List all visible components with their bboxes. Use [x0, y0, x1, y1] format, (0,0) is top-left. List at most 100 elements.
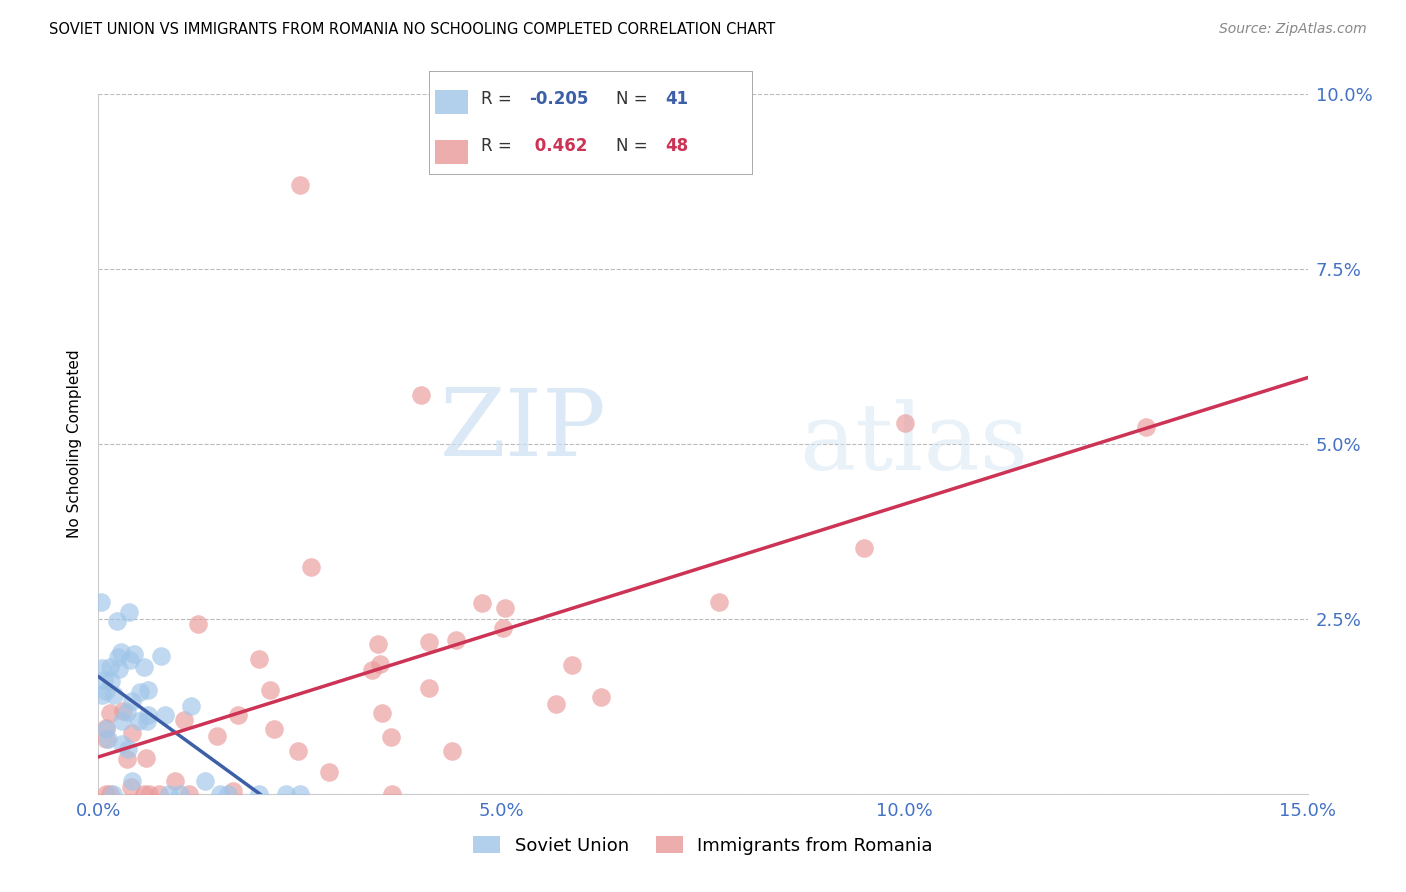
Point	[471, 596, 494, 610]
Point	[367, 637, 389, 651]
Text: R =: R =	[481, 137, 516, 155]
Point	[132, 787, 155, 801]
Point	[209, 787, 232, 801]
Point	[100, 674, 122, 689]
Point	[226, 708, 249, 723]
Point	[120, 653, 142, 667]
Point	[368, 657, 391, 672]
Point	[117, 605, 139, 619]
Point	[121, 694, 143, 708]
Point	[893, 416, 915, 430]
Point	[491, 621, 513, 635]
Point	[287, 744, 309, 758]
Point	[135, 751, 157, 765]
Text: N =: N =	[616, 90, 654, 108]
Point	[418, 681, 440, 695]
Text: SOVIET UNION VS IMMIGRANTS FROM ROMANIA NO SCHOOLING COMPLETED CORRELATION CHART: SOVIET UNION VS IMMIGRANTS FROM ROMANIA …	[49, 22, 776, 37]
Point	[101, 787, 124, 801]
Point	[105, 614, 128, 628]
Point	[180, 698, 202, 713]
Point	[117, 705, 139, 719]
Point	[96, 732, 118, 747]
Point	[121, 725, 143, 739]
Point	[96, 721, 118, 735]
Point	[121, 774, 143, 789]
Text: ZIP: ZIP	[440, 384, 606, 475]
Point	[97, 731, 120, 746]
Point	[96, 787, 118, 801]
Point	[91, 660, 114, 674]
Point	[247, 652, 270, 666]
Point	[205, 729, 228, 743]
Point	[259, 683, 281, 698]
Point	[222, 784, 245, 798]
Point	[591, 690, 613, 705]
Point	[103, 688, 125, 702]
Point	[107, 649, 129, 664]
Point	[709, 595, 731, 609]
Point	[440, 744, 463, 758]
Point	[177, 787, 200, 801]
Point	[98, 787, 121, 801]
Point	[108, 662, 131, 676]
Point	[249, 787, 271, 801]
Text: R =: R =	[481, 90, 516, 108]
Point	[134, 660, 156, 674]
Point	[494, 600, 516, 615]
Point	[288, 178, 311, 192]
Point	[94, 683, 117, 698]
Point	[288, 787, 311, 801]
Text: 0.462: 0.462	[529, 137, 588, 155]
Point	[187, 617, 209, 632]
Point	[1135, 419, 1157, 434]
Y-axis label: No Schooling Completed: No Schooling Completed	[66, 350, 82, 538]
Point	[117, 742, 139, 756]
Legend: Soviet Union, Immigrants from Romania: Soviet Union, Immigrants from Romania	[465, 830, 941, 862]
Point	[93, 673, 115, 687]
Point	[217, 787, 239, 801]
Point	[544, 697, 567, 711]
Point	[111, 714, 134, 728]
Point	[138, 787, 160, 801]
Point	[120, 780, 142, 794]
Point	[98, 706, 121, 720]
Point	[381, 787, 404, 801]
Point	[380, 730, 402, 744]
Point	[153, 707, 176, 722]
Point	[193, 774, 215, 789]
Point	[173, 713, 195, 727]
Point	[444, 632, 467, 647]
Point	[418, 635, 440, 649]
Text: 48: 48	[665, 137, 688, 155]
Point	[128, 685, 150, 699]
Point	[361, 663, 384, 677]
Point	[561, 657, 583, 672]
Text: N =: N =	[616, 137, 654, 155]
Point	[853, 541, 876, 555]
Point	[122, 648, 145, 662]
Point	[299, 560, 322, 574]
Point	[115, 752, 138, 766]
Point	[111, 704, 134, 718]
Point	[318, 764, 340, 779]
Point	[274, 787, 297, 801]
Point	[409, 388, 432, 402]
Point	[136, 708, 159, 723]
Point	[94, 722, 117, 736]
Point	[136, 714, 159, 728]
Point	[163, 774, 186, 789]
Point	[90, 595, 112, 609]
Point	[90, 688, 112, 702]
Text: atlas: atlas	[800, 399, 1029, 489]
Point	[128, 714, 150, 728]
Point	[136, 683, 159, 698]
Point	[110, 645, 132, 659]
Text: Source: ZipAtlas.com: Source: ZipAtlas.com	[1219, 22, 1367, 37]
Bar	[436, 90, 468, 114]
Point	[169, 787, 191, 801]
Bar	[436, 140, 468, 163]
Point	[157, 787, 180, 801]
Point	[371, 706, 394, 721]
Text: -0.205: -0.205	[529, 90, 589, 108]
Point	[111, 737, 134, 751]
